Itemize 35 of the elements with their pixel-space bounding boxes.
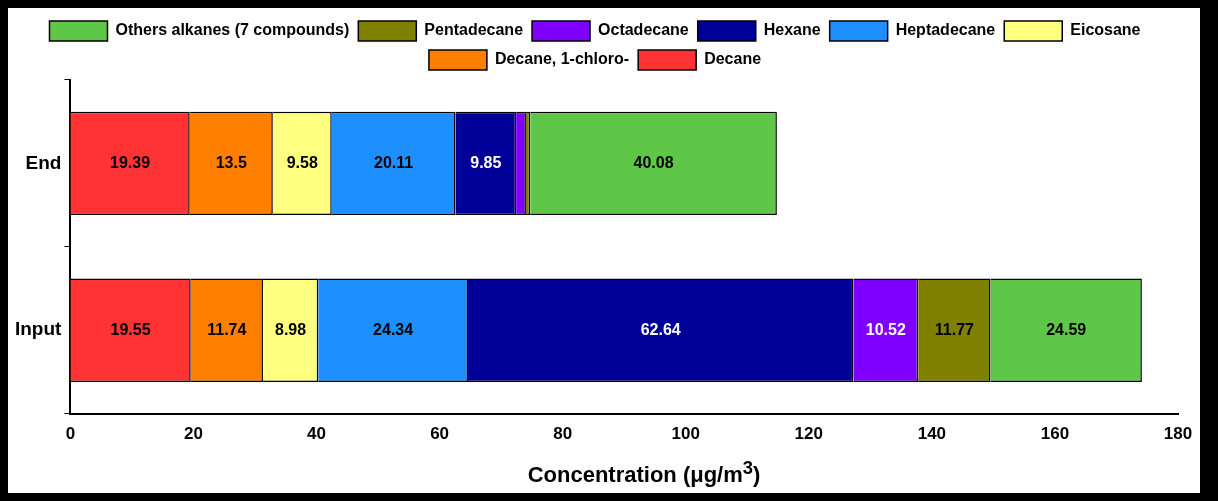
- legend-label: Octadecane: [598, 21, 689, 39]
- data-label: 40.08: [633, 153, 674, 171]
- legend-label: Hexane: [763, 21, 821, 39]
- data-label: 11.74: [207, 320, 247, 338]
- data-label: 20.11: [374, 153, 414, 171]
- data-label: 13.5: [215, 153, 247, 171]
- data-label: 19.55: [110, 320, 151, 338]
- legend-label: Pentadecane: [424, 21, 524, 39]
- x-tick-label: 100: [671, 424, 700, 444]
- x-tick-label: 40: [307, 424, 327, 444]
- data-label: 19.39: [110, 153, 151, 171]
- legend-label: Eicosane: [1070, 21, 1141, 39]
- data-label: 24.59: [1046, 320, 1087, 338]
- x-tick-label: 160: [1040, 424, 1070, 444]
- x-tick-label: 120: [794, 424, 823, 444]
- x-tick-label: 20: [184, 424, 203, 444]
- data-label: 8.98: [275, 320, 307, 338]
- data-label: 9.85: [470, 153, 502, 171]
- legend-label: Decane, 1-chloro-: [494, 50, 630, 68]
- x-tick-label: 60: [430, 424, 450, 444]
- y-tick-label: Input: [14, 318, 63, 340]
- x-tick-label: 0: [65, 424, 76, 444]
- x-tick-label: 80: [553, 424, 573, 444]
- data-label: 9.58: [286, 153, 318, 171]
- x-axis-title: Concentration (μg/m$^{3}$): [526, 456, 762, 490]
- data-label: 11.77: [934, 320, 975, 338]
- data-label: 24.34: [373, 320, 414, 338]
- legend-label: Decane: [704, 50, 762, 68]
- legend-label: Others alkanes (7 compounds): [115, 21, 350, 39]
- x-tick-label: 140: [917, 424, 947, 444]
- data-label: 62.64: [640, 320, 681, 338]
- legend-label: Heptadecane: [895, 21, 996, 39]
- x-tick-label: 180: [1163, 424, 1193, 444]
- data-label: 10.52: [865, 320, 906, 338]
- y-tick-label: End: [25, 151, 62, 173]
